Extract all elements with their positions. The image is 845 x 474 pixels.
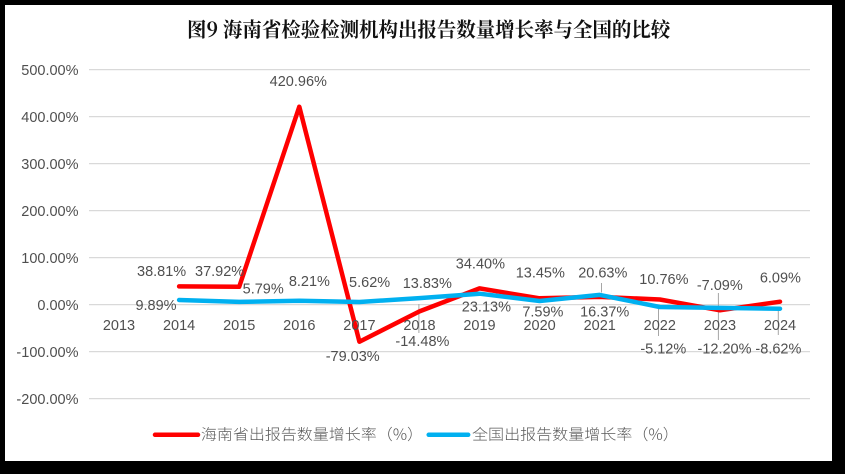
svg-text:-8.62%: -8.62% xyxy=(755,342,801,358)
svg-text:7.59%: 7.59% xyxy=(522,305,563,321)
svg-text:2016: 2016 xyxy=(283,318,315,334)
svg-text:5.62%: 5.62% xyxy=(349,275,390,291)
svg-text:200.00%: 200.00% xyxy=(21,204,78,220)
svg-text:2019: 2019 xyxy=(463,318,495,334)
svg-text:-12.20%: -12.20% xyxy=(697,342,751,358)
svg-text:5.79%: 5.79% xyxy=(243,281,284,297)
svg-text:2015: 2015 xyxy=(223,318,255,334)
svg-text:13.45%: 13.45% xyxy=(516,266,565,282)
svg-text:13.83%: 13.83% xyxy=(403,276,452,292)
svg-text:38.81%: 38.81% xyxy=(137,264,186,280)
svg-text:-100.00%: -100.00% xyxy=(16,345,78,361)
svg-text:2013: 2013 xyxy=(103,318,135,334)
svg-text:0.00%: 0.00% xyxy=(37,298,78,314)
svg-text:20.63%: 20.63% xyxy=(578,266,627,282)
svg-text:400.00%: 400.00% xyxy=(21,110,78,126)
svg-text:8.21%: 8.21% xyxy=(289,274,330,290)
svg-text:-5.12%: -5.12% xyxy=(640,342,686,358)
svg-text:16.37%: 16.37% xyxy=(580,305,629,321)
svg-text:6.09%: 6.09% xyxy=(760,271,801,287)
svg-text:23.13%: 23.13% xyxy=(462,300,511,316)
svg-text:-79.03%: -79.03% xyxy=(326,349,380,365)
svg-text:2022: 2022 xyxy=(644,318,676,334)
svg-text:-7.09%: -7.09% xyxy=(697,278,743,294)
svg-text:300.00%: 300.00% xyxy=(21,157,78,173)
svg-text:10.76%: 10.76% xyxy=(639,272,688,288)
svg-text:-14.48%: -14.48% xyxy=(395,334,449,350)
svg-text:500.00%: 500.00% xyxy=(21,63,78,79)
svg-text:9.89%: 9.89% xyxy=(135,298,176,314)
svg-text:2023: 2023 xyxy=(704,318,736,334)
svg-text:2014: 2014 xyxy=(163,318,195,334)
svg-text:2020: 2020 xyxy=(523,318,555,334)
svg-text:2021: 2021 xyxy=(584,318,616,334)
svg-text:420.96%: 420.96% xyxy=(270,74,327,90)
svg-text:34.40%: 34.40% xyxy=(456,256,505,272)
svg-text:37.92%: 37.92% xyxy=(195,264,244,280)
svg-text:2018: 2018 xyxy=(403,318,435,334)
svg-text:-200.00%: -200.00% xyxy=(16,392,78,408)
svg-text:100.00%: 100.00% xyxy=(21,251,78,267)
svg-text:2024: 2024 xyxy=(764,318,796,334)
svg-text:2017: 2017 xyxy=(343,318,375,334)
